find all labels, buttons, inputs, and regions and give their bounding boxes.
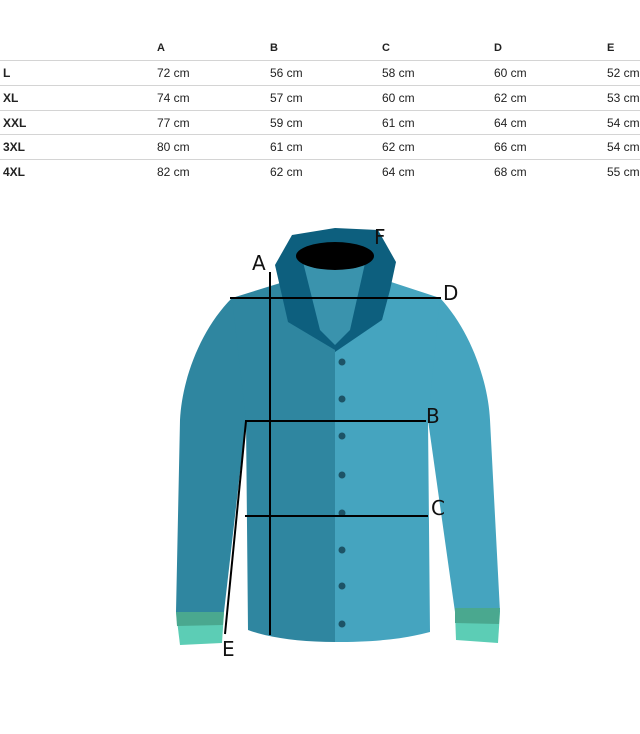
jacket-button	[338, 432, 346, 440]
left-sleeve	[176, 298, 262, 612]
measurement-cell: 66 cm	[494, 140, 527, 154]
row-divider	[0, 134, 640, 135]
size-label: 4XL	[3, 165, 26, 179]
column-header: D	[494, 42, 502, 54]
measurement-cell: 77 cm	[157, 116, 190, 130]
column-header: C	[382, 42, 390, 54]
size-label: 3XL	[3, 140, 26, 154]
body-left	[232, 280, 335, 642]
label-c: C	[431, 496, 445, 520]
column-header: E	[607, 42, 615, 54]
measurement-cell: 56 cm	[270, 66, 303, 80]
measurement-cell: 58 cm	[382, 66, 415, 80]
measurement-cell: 53 cm	[607, 91, 640, 105]
size-label: XL	[3, 91, 19, 105]
label-b: B	[426, 404, 440, 428]
left-cuff-band	[176, 612, 224, 626]
body-right	[335, 280, 440, 642]
measurement-cell: 68 cm	[494, 165, 527, 179]
label-a: A	[252, 251, 266, 275]
row-divider	[0, 159, 640, 160]
measurement-cell: 61 cm	[270, 140, 303, 154]
measurement-cell: 54 cm	[607, 140, 640, 154]
size-label: L	[3, 66, 11, 80]
column-header: B	[270, 42, 278, 54]
measurement-cell: 64 cm	[494, 116, 527, 130]
right-sleeve	[410, 298, 500, 612]
measurement-cell: 62 cm	[382, 140, 415, 154]
measurement-cell: 54 cm	[607, 116, 640, 130]
measure-line-e	[224, 420, 247, 635]
jacket-button	[338, 509, 346, 517]
jacket-button	[338, 358, 346, 366]
measurement-cell: 74 cm	[157, 91, 190, 105]
label-e: E	[222, 637, 235, 661]
measurement-cell: 82 cm	[157, 165, 190, 179]
row-divider	[0, 85, 640, 86]
measurement-cell: 64 cm	[382, 165, 415, 179]
measurement-cell: 52 cm	[607, 66, 640, 80]
column-header: A	[157, 42, 165, 54]
jacket-button	[338, 582, 346, 590]
measurement-cell: 72 cm	[157, 66, 190, 80]
jacket-button	[338, 395, 346, 403]
measurement-cell: 57 cm	[270, 91, 303, 105]
jacket-button	[338, 620, 346, 628]
jacket-illustration	[176, 228, 500, 645]
measurement-lines	[224, 272, 441, 635]
measurement-cell: 59 cm	[270, 116, 303, 130]
jacket-button	[338, 546, 346, 554]
measurement-cell: 55 cm	[607, 165, 640, 179]
measurement-cell: 80 cm	[157, 140, 190, 154]
right-cuff-band	[455, 608, 500, 624]
label-d: D	[443, 281, 458, 305]
measurement-cell: 60 cm	[494, 66, 527, 80]
row-divider	[0, 60, 640, 61]
row-divider	[0, 110, 640, 111]
jacket-button	[338, 471, 346, 479]
size-label: XXL	[3, 116, 27, 130]
measurement-cell: 60 cm	[382, 91, 415, 105]
measurement-cell: 62 cm	[270, 165, 303, 179]
measurement-cell: 62 cm	[494, 91, 527, 105]
measurement-cell: 61 cm	[382, 116, 415, 130]
label-f: F	[374, 225, 386, 249]
neck-opening	[296, 242, 374, 270]
